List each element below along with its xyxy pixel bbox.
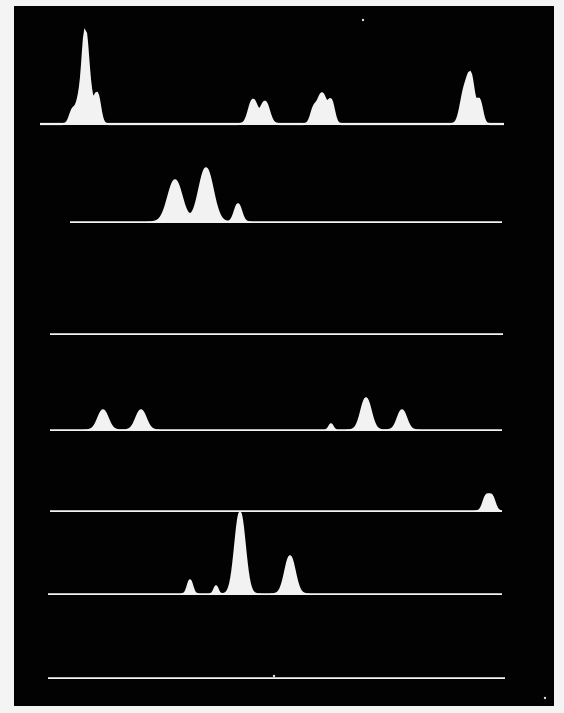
trace-baseline <box>48 510 502 595</box>
spectrum-trace-2 <box>70 167 502 223</box>
trace-peaks-fill <box>50 494 502 512</box>
trace-peaks-fill <box>70 168 502 223</box>
trace-baseline <box>50 397 502 431</box>
spectrum-trace-4 <box>50 397 502 431</box>
dust-speck <box>361 18 365 22</box>
trace-baseline <box>70 167 502 223</box>
trace-peaks-fill <box>40 31 504 125</box>
spectrum-trace-7 <box>48 677 505 679</box>
spectrum-trace-3 <box>50 333 503 335</box>
trace-peaks-fill <box>50 398 502 431</box>
trace-baseline <box>50 493 503 512</box>
trace-baseline <box>40 28 504 126</box>
spectrum-trace-5 <box>50 493 503 512</box>
dust-speck <box>272 674 276 678</box>
trace-peaks-fill <box>48 512 502 595</box>
spectrum-trace-1 <box>40 28 504 126</box>
spectrum-trace-6 <box>48 510 502 595</box>
dust-speck <box>543 696 547 700</box>
